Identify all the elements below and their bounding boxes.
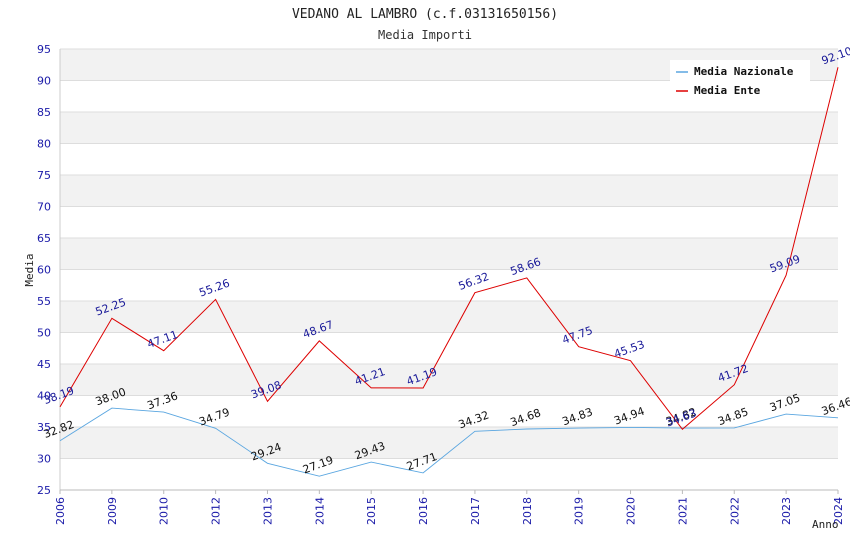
y-axis-title: Media [23,253,36,286]
series-line-media-ente [59,67,839,431]
y-tick-label: 50 [37,327,51,340]
legend-box [670,60,810,102]
series-line-media-nazionale [59,407,839,477]
grid-band [60,238,838,270]
x-tick-label: 2015 [365,497,378,525]
y-tick-label: 60 [37,264,51,277]
y-tick-label: 65 [37,232,51,245]
y-tick-label: 70 [37,201,51,214]
axes [59,49,839,494]
x-tick-label: 2018 [521,497,534,525]
grid-band [60,175,838,207]
chart-subtitle: Media Importi [378,28,472,42]
legend: Media Nazionale Media Ente [670,60,810,102]
y-tick-label: 30 [37,453,51,466]
x-tick-label: 2020 [625,497,638,525]
legend-label-media-ente: Media Ente [694,84,761,97]
chart-title: VEDANO AL LAMBRO (c.f.03131650156) [292,7,558,22]
x-tick-label: 2024 [832,497,845,525]
series-lines [59,67,839,477]
x-tick-label: 2009 [106,497,119,525]
grid-band [60,112,838,144]
y-tick-label: 45 [37,358,51,371]
legend-label-media-nazionale: Media Nazionale [694,65,794,78]
y-tick-label: 40 [37,390,51,403]
x-tick-label: 2019 [573,497,586,525]
y-tick-label: 95 [37,43,51,56]
x-axis-title: Anno [812,518,839,531]
grid-band [60,427,838,459]
y-tick-label: 90 [37,75,51,88]
x-tick-label: 2023 [780,497,793,525]
grid-band [60,364,838,396]
y-tick-label: 75 [37,169,51,182]
x-tick-label: 2012 [210,497,223,525]
y-tick-label: 80 [37,138,51,151]
x-tick-label: 2006 [54,497,67,525]
grid-band [60,301,838,333]
x-tick-labels: 2006 2009 2010 2012 2013 2014 2015 2016 2017 2018… [54,497,845,525]
x-tick-label: 2022 [728,497,741,525]
x-tick-label: 2021 [676,497,689,525]
y-tick-label: 85 [37,106,51,119]
y-tick-label: 25 [37,484,51,497]
x-tick-label: 2016 [417,497,430,525]
x-tick-label: 2017 [469,497,482,525]
y-tick-label: 55 [37,295,51,308]
x-tick-label: 2010 [158,497,171,525]
x-tick-label: 2013 [261,497,274,525]
y-tick-labels: 25 30 35 40 45 50 55 60 65 70 75 80 85 90 95 [37,43,51,497]
x-tick-label: 2014 [313,497,326,525]
y-tick-label: 35 [37,421,51,434]
